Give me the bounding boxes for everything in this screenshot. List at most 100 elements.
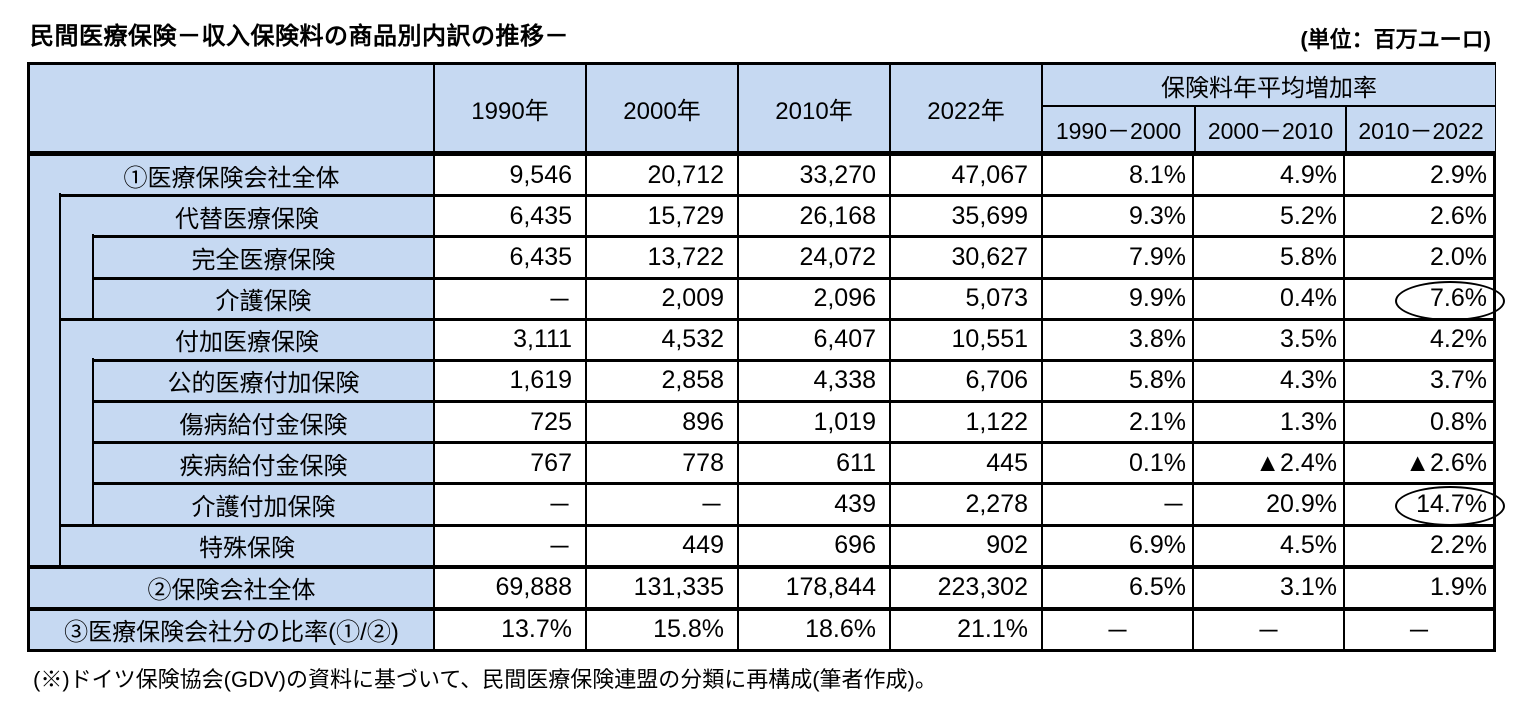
table-header: 1990年 2000年 2010年 2022年 保険料年平均増加率 1990－2… xyxy=(30,65,1495,156)
header-growth-group-label: 保険料年平均増加率 xyxy=(1043,65,1495,107)
row-label: ①医療保険会社全体 xyxy=(123,164,340,192)
table-body: ①医療保険会社全体 9,546 20,712 33,270 47,067 8.1… xyxy=(30,156,1505,650)
growth-cell: 4.5% xyxy=(1192,526,1343,565)
value-cell: 18.6% xyxy=(737,610,889,650)
value-cell: 26,168 xyxy=(737,197,889,236)
table-row: 介護保険 － 2,009 2,096 5,073 9.9% 0.4% 7.6% xyxy=(30,275,1505,321)
value-cell: 10,551 xyxy=(889,320,1041,359)
table-row: ②保険会社全体 69,888 131,335 178,844 223,302 6… xyxy=(30,564,1493,607)
growth-cell: 2.6% xyxy=(1343,197,1493,236)
indent-gutter xyxy=(30,440,92,445)
growth-cell: 14.7% xyxy=(1343,485,1505,527)
value-cell: 2,009 xyxy=(585,279,737,318)
row-label: 介護付加保険 xyxy=(191,493,336,521)
value-cell: 4,532 xyxy=(585,320,737,359)
value-cell: 767 xyxy=(433,444,585,483)
growth-cell: － xyxy=(1343,610,1493,650)
indent-gutter xyxy=(30,193,59,198)
header-year-2000: 2000年 xyxy=(585,65,737,151)
growth-cell: 2.0% xyxy=(1343,238,1493,277)
row-label-cell: 代替医療保険 xyxy=(30,193,433,236)
value-cell: 13.7% xyxy=(433,610,585,650)
growth-cell: 5.8% xyxy=(1192,238,1343,277)
table-row: ①医療保険会社全体 9,546 20,712 33,270 47,067 8.1… xyxy=(30,156,1493,195)
footnote: (※)ドイツ保険協会(GDV)の資料に基づいて、民間医療保険連盟の分類に再構成(… xyxy=(33,667,937,692)
growth-cell: 3.7% xyxy=(1343,361,1493,401)
growth-cell: － xyxy=(1041,610,1192,650)
growth-cell: 2.9% xyxy=(1343,156,1493,195)
growth-cell: 1.3% xyxy=(1192,403,1343,442)
value-cell: 1,619 xyxy=(433,361,585,401)
nesting-border-line xyxy=(92,357,94,401)
growth-cell: 4.2% xyxy=(1343,320,1493,359)
value-cell: 2,096 xyxy=(737,279,889,318)
header-corner-cell xyxy=(30,65,433,151)
growth-cell: 8.1% xyxy=(1041,156,1192,195)
row-label-cell: 傷病給付金保険 xyxy=(30,399,433,442)
value-cell: 47,067 xyxy=(889,156,1041,195)
nesting-border-line xyxy=(59,316,61,359)
table-row: 完全医療保険 6,435 13,722 24,072 30,627 7.9% 5… xyxy=(30,234,1493,277)
indent-gutter xyxy=(30,481,92,486)
table-row: 介護付加保険 － － 439 2,278 － 20.9% 14.7% xyxy=(30,481,1505,527)
growth-value: 7.6% xyxy=(1430,284,1487,313)
value-cell: 223,302 xyxy=(889,568,1041,607)
value-cell: 13,722 xyxy=(585,238,737,277)
growth-cell: 1.9% xyxy=(1343,568,1493,607)
row-label: ③医療保険会社分の比率(①/②) xyxy=(64,619,399,647)
value-cell: 1,019 xyxy=(737,403,889,442)
indent-gutter xyxy=(30,275,92,280)
header-growth-2010-2022: 2010－2022 xyxy=(1345,107,1495,151)
growth-cell: 0.4% xyxy=(1192,279,1343,318)
row-label: 完全医療保険 xyxy=(191,246,336,274)
growth-cell: 2.2% xyxy=(1343,526,1493,565)
growth-cell: 4.3% xyxy=(1192,361,1343,401)
growth-cell: 5.2% xyxy=(1192,197,1343,236)
value-cell: 6,407 xyxy=(737,320,889,359)
row-label-cell: 特殊保険 xyxy=(30,522,433,565)
value-cell: 3,111 xyxy=(433,320,585,359)
value-cell: 69,888 xyxy=(433,568,585,607)
nesting-border-line xyxy=(59,275,61,318)
row-label-cell: 付加医療保険 xyxy=(30,316,433,359)
indent-gutter xyxy=(30,357,92,362)
growth-cell: 3.8% xyxy=(1041,320,1192,359)
row-label-cell: ①医療保険会社全体 xyxy=(30,156,433,195)
row-label: 代替医療保険 xyxy=(175,205,319,233)
value-cell: 24,072 xyxy=(737,238,889,277)
value-cell: 35,699 xyxy=(889,197,1041,236)
value-cell: 696 xyxy=(737,526,889,565)
growth-cell: － xyxy=(1041,485,1192,524)
growth-cell: ▲2.6% xyxy=(1343,444,1493,483)
value-cell: 439 xyxy=(737,485,889,524)
nesting-border-line xyxy=(92,481,94,524)
indent-gutter xyxy=(30,316,59,321)
value-cell: 5,073 xyxy=(889,279,1041,318)
value-cell: 15,729 xyxy=(585,197,737,236)
growth-cell: 3.5% xyxy=(1192,320,1343,359)
value-cell: 20,712 xyxy=(585,156,737,195)
table-row: 付加医療保険 3,111 4,532 6,407 10,551 3.8% 3.5… xyxy=(30,316,1493,359)
value-cell: － xyxy=(433,485,585,524)
row-label-cell: 介護保険 xyxy=(30,275,433,318)
row-label: 疾病給付金保険 xyxy=(179,452,348,480)
growth-cell: － xyxy=(1192,610,1343,650)
nesting-border-line xyxy=(59,234,61,277)
header-growth-2000-2010: 2000－2010 xyxy=(1194,107,1345,151)
row-label: 傷病給付金保険 xyxy=(179,411,348,439)
nesting-border-line xyxy=(59,440,61,483)
header-growth-1990-2000: 1990－2000 xyxy=(1055,118,1182,144)
nesting-border-line xyxy=(59,522,61,565)
table-row: 疾病給付金保険 767 778 611 445 0.1% ▲2.4% ▲2.6% xyxy=(30,440,1493,483)
header-growth-subrow: 1990－2000 2000－2010 2010－2022 xyxy=(1043,107,1495,151)
value-cell: 6,435 xyxy=(433,197,585,236)
value-cell: 896 xyxy=(585,403,737,442)
growth-cell: 6.9% xyxy=(1041,526,1192,565)
value-cell: 902 xyxy=(889,526,1041,565)
value-cell: 778 xyxy=(585,444,737,483)
value-cell: 2,278 xyxy=(889,485,1041,524)
value-cell: － xyxy=(433,526,585,565)
value-cell: － xyxy=(585,485,737,524)
row-label: 公的医療付加保険 xyxy=(167,370,360,398)
growth-cell: 7.9% xyxy=(1041,238,1192,277)
